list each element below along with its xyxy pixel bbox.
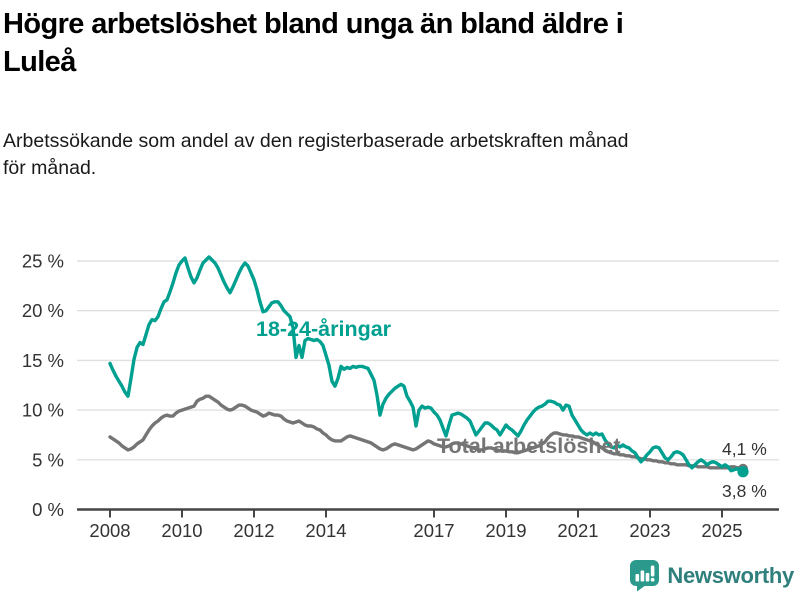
title-line-1: Högre arbetslöshet bland unga än bland ä…: [3, 8, 624, 40]
subtitle-line-2: för månad.: [3, 157, 97, 180]
series-line-youth: [108, 255, 745, 474]
series-endpoint-dot-youth: [737, 466, 749, 478]
x-tick-label: 2010: [161, 520, 202, 541]
x-tick-label: 2012: [233, 520, 274, 541]
series-label-total: Total arbetslöshet: [437, 434, 621, 458]
end-value-label-youth: 3,8 %: [722, 481, 767, 501]
x-tick-label: 2021: [557, 520, 598, 541]
y-tick-label: 0 %: [32, 499, 64, 520]
x-tick-label: 2025: [701, 520, 742, 541]
y-tick-label: 15 %: [22, 350, 64, 371]
x-tick-label: 2023: [629, 520, 670, 541]
page-title: Högre arbetslöshet bland unga än bland ä…: [3, 6, 795, 81]
subtitle-line-1: Arbetssökande som andel av den registerb…: [3, 130, 629, 152]
x-tick-label: 2017: [413, 520, 454, 541]
y-tick-label: 25 %: [22, 251, 64, 272]
line-chart-canvas: 0 % 5 % 10 % 15 % 20 % 25 % 2008 2010 2012 2014 20…: [22, 251, 779, 541]
end-value-label-total: 4,1 %: [722, 439, 767, 459]
y-tick-label: 20 %: [22, 300, 64, 321]
newsworthy-logo: Newsworthy: [629, 559, 794, 592]
newsworthy-speech-bubble-bar-chart-icon: [630, 560, 660, 592]
brand-name: Newsworthy: [667, 562, 794, 588]
y-tick-label: 10 %: [22, 400, 64, 421]
chart-subtitle: Arbetssökande som andel av den registerb…: [3, 128, 783, 183]
title-line-2: Luleå: [3, 45, 76, 78]
x-tick-label: 2008: [89, 520, 130, 541]
series-label-youth: 18-24-åringar: [256, 317, 392, 341]
x-tick-label: 2014: [305, 520, 346, 541]
x-tick-label: 2019: [485, 520, 526, 541]
y-tick-label: 5 %: [32, 449, 64, 470]
